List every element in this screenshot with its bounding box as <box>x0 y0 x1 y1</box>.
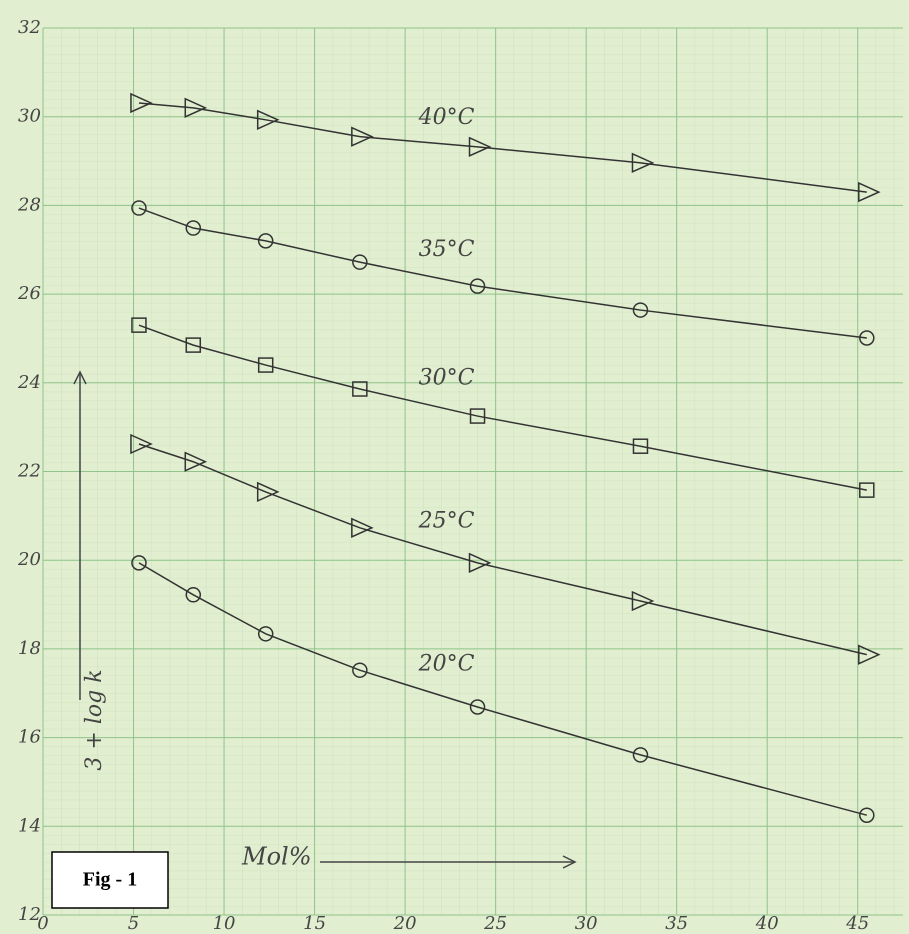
marker <box>859 807 875 823</box>
x-tick-label: 10 <box>213 913 236 934</box>
y-axis-label: 3 + log k <box>82 669 107 770</box>
x-tick-label: 30 <box>575 913 598 934</box>
marker <box>631 590 655 612</box>
x-tick-label: 15 <box>303 913 326 934</box>
series-line <box>138 443 867 656</box>
marker <box>352 254 368 270</box>
grid-layer <box>42 27 903 916</box>
series-label: 25°C <box>418 508 475 533</box>
marker <box>130 92 153 114</box>
marker <box>632 438 649 454</box>
series-line <box>138 207 867 339</box>
marker <box>256 481 280 503</box>
x-tick-label: 5 <box>128 913 139 934</box>
marker <box>131 555 147 571</box>
figure-label-box <box>51 851 169 909</box>
marker <box>185 220 202 236</box>
marker <box>185 337 202 353</box>
marker <box>632 302 649 318</box>
figure-label: Fig - 1 <box>83 869 137 891</box>
x-tick-label: 0 <box>37 913 48 934</box>
y-tick-label: 30 <box>18 106 41 127</box>
y-tick-label: 26 <box>17 283 41 304</box>
x-tick-label: 45 <box>845 913 869 934</box>
marker <box>131 317 147 333</box>
y-tick-label: 14 <box>18 815 41 836</box>
marker <box>859 330 875 346</box>
marker <box>469 408 486 424</box>
y-tick-label: 32 <box>18 17 41 38</box>
marker <box>256 109 280 130</box>
marker <box>257 357 274 373</box>
y-tick-label: 20 <box>17 549 41 570</box>
x-tick-label: 20 <box>393 913 417 934</box>
marker <box>130 433 153 455</box>
series-label: 20°C <box>418 652 475 677</box>
y-tick-label: 24 <box>17 372 41 393</box>
series-label: 35°C <box>419 237 475 262</box>
marker <box>859 482 875 498</box>
series-line <box>138 324 867 491</box>
series-line <box>138 562 867 816</box>
x-tick-label: 35 <box>665 913 688 934</box>
marker <box>468 136 492 158</box>
series-label: 40°C <box>418 105 475 130</box>
marker <box>468 552 492 574</box>
marker <box>469 278 486 294</box>
marker <box>352 662 368 678</box>
marker <box>351 517 374 538</box>
marker <box>257 626 274 642</box>
marker <box>351 126 374 147</box>
marker <box>185 587 202 603</box>
x-axis-label: Mol% <box>241 843 312 871</box>
series-line <box>138 102 867 193</box>
y-tick-label: 28 <box>17 194 41 215</box>
series-label: 30°C <box>419 366 475 391</box>
plot-layer <box>130 92 881 823</box>
marker <box>632 747 649 763</box>
marker <box>257 233 274 249</box>
marker <box>352 381 368 397</box>
marker <box>184 97 208 118</box>
marker <box>858 644 881 665</box>
marker <box>131 200 147 216</box>
marker <box>469 699 486 715</box>
y-tick-label: 16 <box>18 727 41 748</box>
x-arrow-head <box>562 855 577 869</box>
y-tick-label: 18 <box>18 638 41 659</box>
y-arrow-head <box>73 370 87 385</box>
y-tick-label: 12 <box>18 904 41 925</box>
y-tick-label: 22 <box>17 461 41 482</box>
marker <box>184 451 208 472</box>
marker <box>631 152 655 173</box>
x-tick-label: 40 <box>755 913 779 934</box>
marker <box>858 181 881 203</box>
x-tick-label: 25 <box>483 913 507 934</box>
